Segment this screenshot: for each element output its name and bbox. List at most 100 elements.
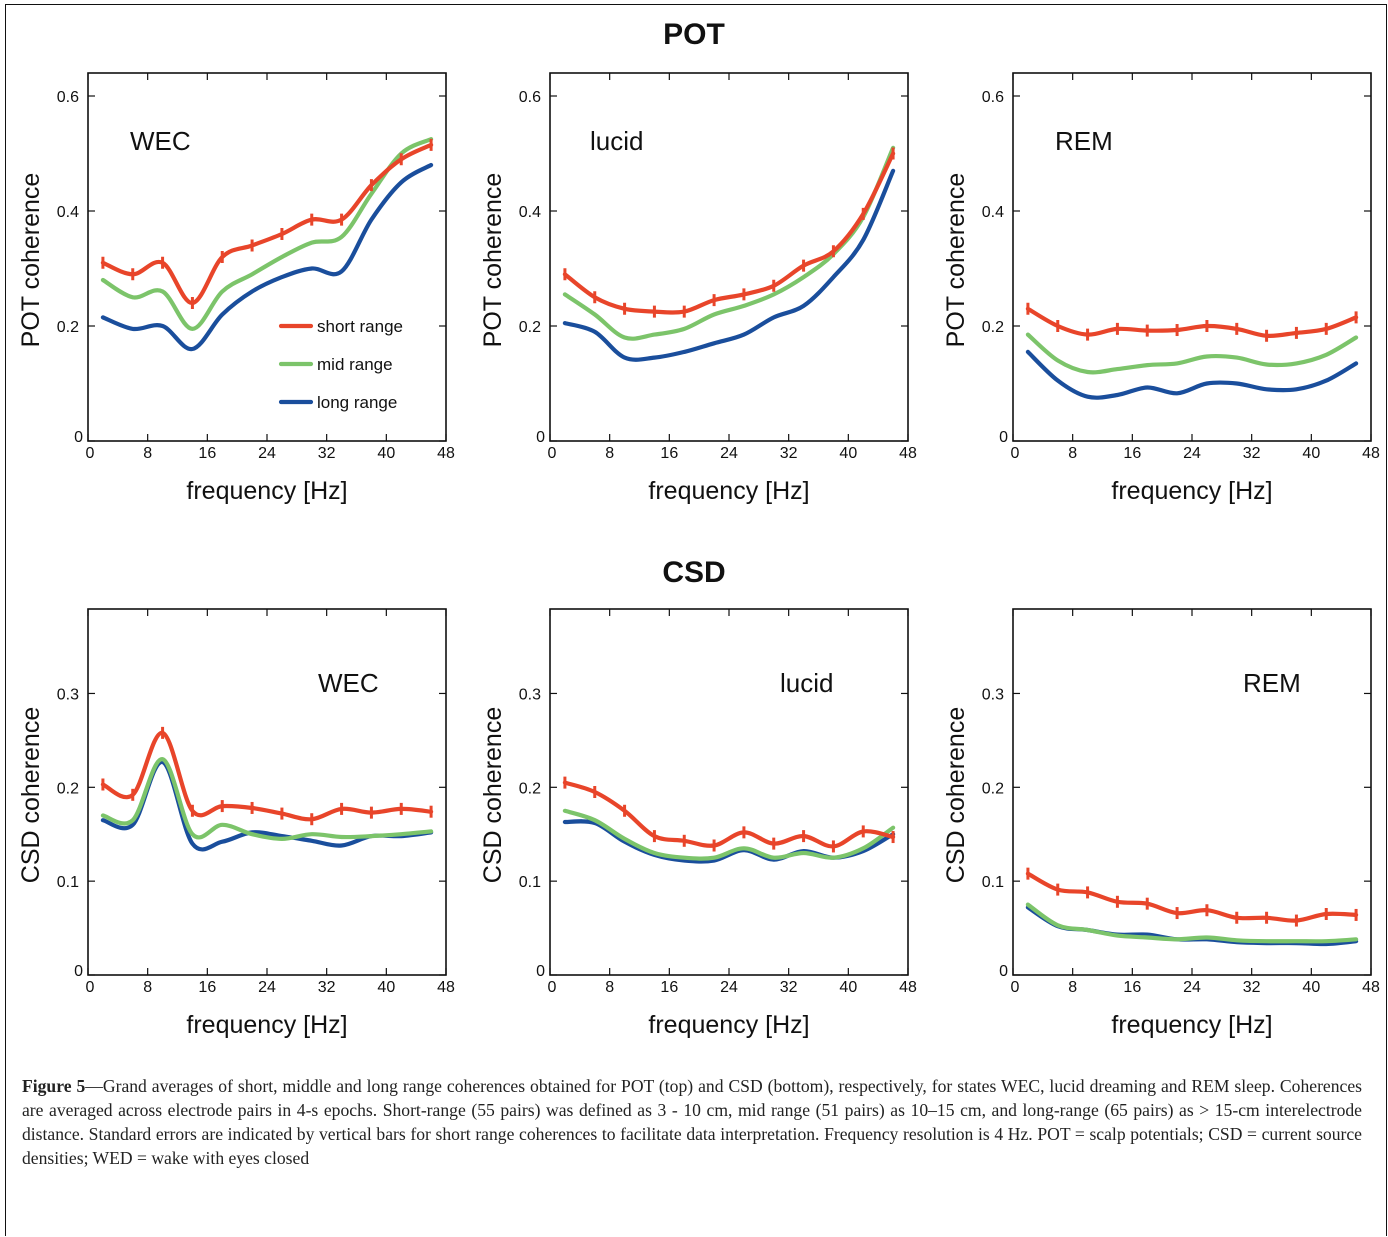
y-tick-label: 0.4: [519, 204, 541, 221]
legend-label: mid range: [317, 355, 393, 374]
legend-label: long range: [317, 393, 397, 412]
series-line-short: [1025, 871, 1359, 923]
state-label: lucid: [590, 126, 643, 156]
y-axis-label: CSD coherence: [17, 707, 45, 883]
x-tick-label: 16: [660, 445, 678, 462]
x-tick-label: 40: [1302, 445, 1320, 462]
x-tick-label: 32: [780, 445, 798, 462]
series-line-long: [100, 162, 434, 352]
state-label: WEC: [130, 126, 191, 156]
series-line-long: [1025, 349, 1359, 400]
x-tick-label: 24: [258, 445, 276, 462]
x-axis-label: frequency [Hz]: [1111, 1011, 1272, 1039]
plot-area-frame: [549, 608, 909, 976]
legend-label: short range: [317, 317, 403, 336]
series-line-mid: [100, 137, 434, 331]
x-tick-label: 0: [86, 979, 95, 996]
series-line-mid: [100, 757, 434, 841]
figure-frame: [5, 4, 1387, 1236]
plot-area-frame: [1012, 608, 1372, 976]
chart-panel-pot-wec: 0 8 16 24 32 40 48 0 0.2 0.4 0.6 frequency [Hz] POT …: [17, 72, 455, 505]
chart-panel-csd-lucid: 0 8 16 24 32 40 48 0 0.1 0.2 0.3 frequency [Hz] CSD …: [479, 608, 917, 1039]
series-line-mid: [562, 808, 896, 861]
x-tick-label: 16: [1123, 445, 1141, 462]
y-tick-label: 0.3: [519, 686, 541, 703]
y-tick-label: 0: [74, 963, 83, 980]
series-line-short: [100, 142, 434, 306]
figure-caption: Figure 5—Grand averages of short, middle…: [22, 1074, 1362, 1170]
x-tick-label: 0: [548, 979, 557, 996]
y-tick-label: 0: [999, 429, 1008, 446]
y-tick-label: 0.3: [57, 686, 79, 703]
x-tick-label: 24: [258, 979, 276, 996]
y-tick-label: 0.4: [982, 204, 1004, 221]
x-tick-label: 16: [198, 979, 216, 996]
x-tick-label: 24: [720, 445, 738, 462]
x-tick-label: 24: [1183, 445, 1201, 462]
csd-section-title: CSD: [662, 556, 726, 589]
chart-panel-csd-rem: 0 8 16 24 32 40 48 0 0.1 0.2 0.3 frequency [Hz] CSD …: [942, 608, 1380, 1039]
x-axis-label: frequency [Hz]: [186, 477, 347, 505]
x-tick-label: 32: [318, 445, 336, 462]
x-tick-label: 16: [660, 979, 678, 996]
y-tick-label: 0.2: [57, 780, 79, 797]
state-label: WEC: [318, 668, 379, 698]
y-tick-label: 0: [536, 963, 545, 980]
y-axis-label: CSD coherence: [942, 707, 970, 883]
x-tick-label: 32: [1243, 979, 1261, 996]
y-tick-label: 0: [536, 429, 545, 446]
y-tick-label: 0.2: [982, 780, 1004, 797]
y-tick-label: 0.6: [982, 89, 1004, 106]
y-tick-label: 0: [999, 963, 1008, 980]
y-tick-label: 0.6: [519, 89, 541, 106]
series-line-short: [562, 780, 896, 849]
series-line-mid: [1025, 332, 1359, 375]
x-tick-label: 16: [198, 445, 216, 462]
series-line-short: [562, 151, 896, 315]
series-line-mid: [1025, 902, 1359, 944]
x-tick-label: 16: [1123, 979, 1141, 996]
x-tick-label: 40: [839, 979, 857, 996]
x-tick-label: 8: [143, 445, 152, 462]
y-tick-label: 0.2: [519, 780, 541, 797]
state-label: REM: [1243, 668, 1301, 698]
chart-panel-pot-lucid: 0 8 16 24 32 40 48 0 0.2 0.4 0.6 frequency [Hz] POT …: [479, 72, 917, 505]
x-tick-label: 24: [1183, 979, 1201, 996]
x-tick-label: 48: [437, 979, 455, 996]
charts-canvas: 0 8 16 24 32 40 48 0 0.2 0.4 0.6 frequency [Hz] POT …: [17, 72, 1380, 1039]
state-label: REM: [1055, 126, 1113, 156]
plot-area-frame: [87, 608, 447, 976]
x-tick-label: 48: [899, 979, 917, 996]
x-tick-label: 40: [377, 979, 395, 996]
series-line-long: [562, 168, 896, 362]
x-axis-label: frequency [Hz]: [186, 1011, 347, 1039]
x-tick-label: 0: [86, 445, 95, 462]
y-axis-label: CSD coherence: [479, 707, 507, 883]
x-tick-label: 32: [318, 979, 336, 996]
y-tick-label: 0.4: [57, 204, 79, 221]
y-tick-label: 0.2: [57, 319, 79, 336]
x-tick-label: 8: [1068, 445, 1077, 462]
y-tick-label: 0.1: [519, 874, 541, 891]
y-tick-label: 0.1: [57, 874, 79, 891]
y-tick-label: 0.3: [982, 686, 1004, 703]
y-axis-label: POT coherence: [17, 173, 45, 348]
x-tick-label: 48: [437, 445, 455, 462]
y-tick-label: 0.1: [982, 874, 1004, 891]
x-tick-label: 40: [839, 445, 857, 462]
x-tick-label: 32: [1243, 445, 1261, 462]
series-line-short: [1025, 306, 1359, 338]
caption-text: —Grand averages of short, middle and lon…: [22, 1076, 1362, 1168]
x-tick-label: 24: [720, 979, 738, 996]
y-tick-label: 0.2: [982, 319, 1004, 336]
x-tick-label: 8: [143, 979, 152, 996]
x-axis-label: frequency [Hz]: [648, 1011, 809, 1039]
x-axis-label: frequency [Hz]: [1111, 477, 1272, 505]
chart-panel-pot-rem: 0 8 16 24 32 40 48 0 0.2 0.4 0.6 frequency [Hz] POT …: [942, 72, 1380, 505]
x-axis-label: frequency [Hz]: [648, 477, 809, 505]
y-axis-label: POT coherence: [942, 173, 970, 348]
x-tick-label: 0: [1011, 979, 1020, 996]
x-tick-label: 0: [548, 445, 557, 462]
chart-panel-csd-wec: 0 8 16 24 32 40 48 0 0.1 0.2 0.3 frequency [Hz] CSD …: [17, 608, 455, 1039]
x-tick-label: 8: [1068, 979, 1077, 996]
